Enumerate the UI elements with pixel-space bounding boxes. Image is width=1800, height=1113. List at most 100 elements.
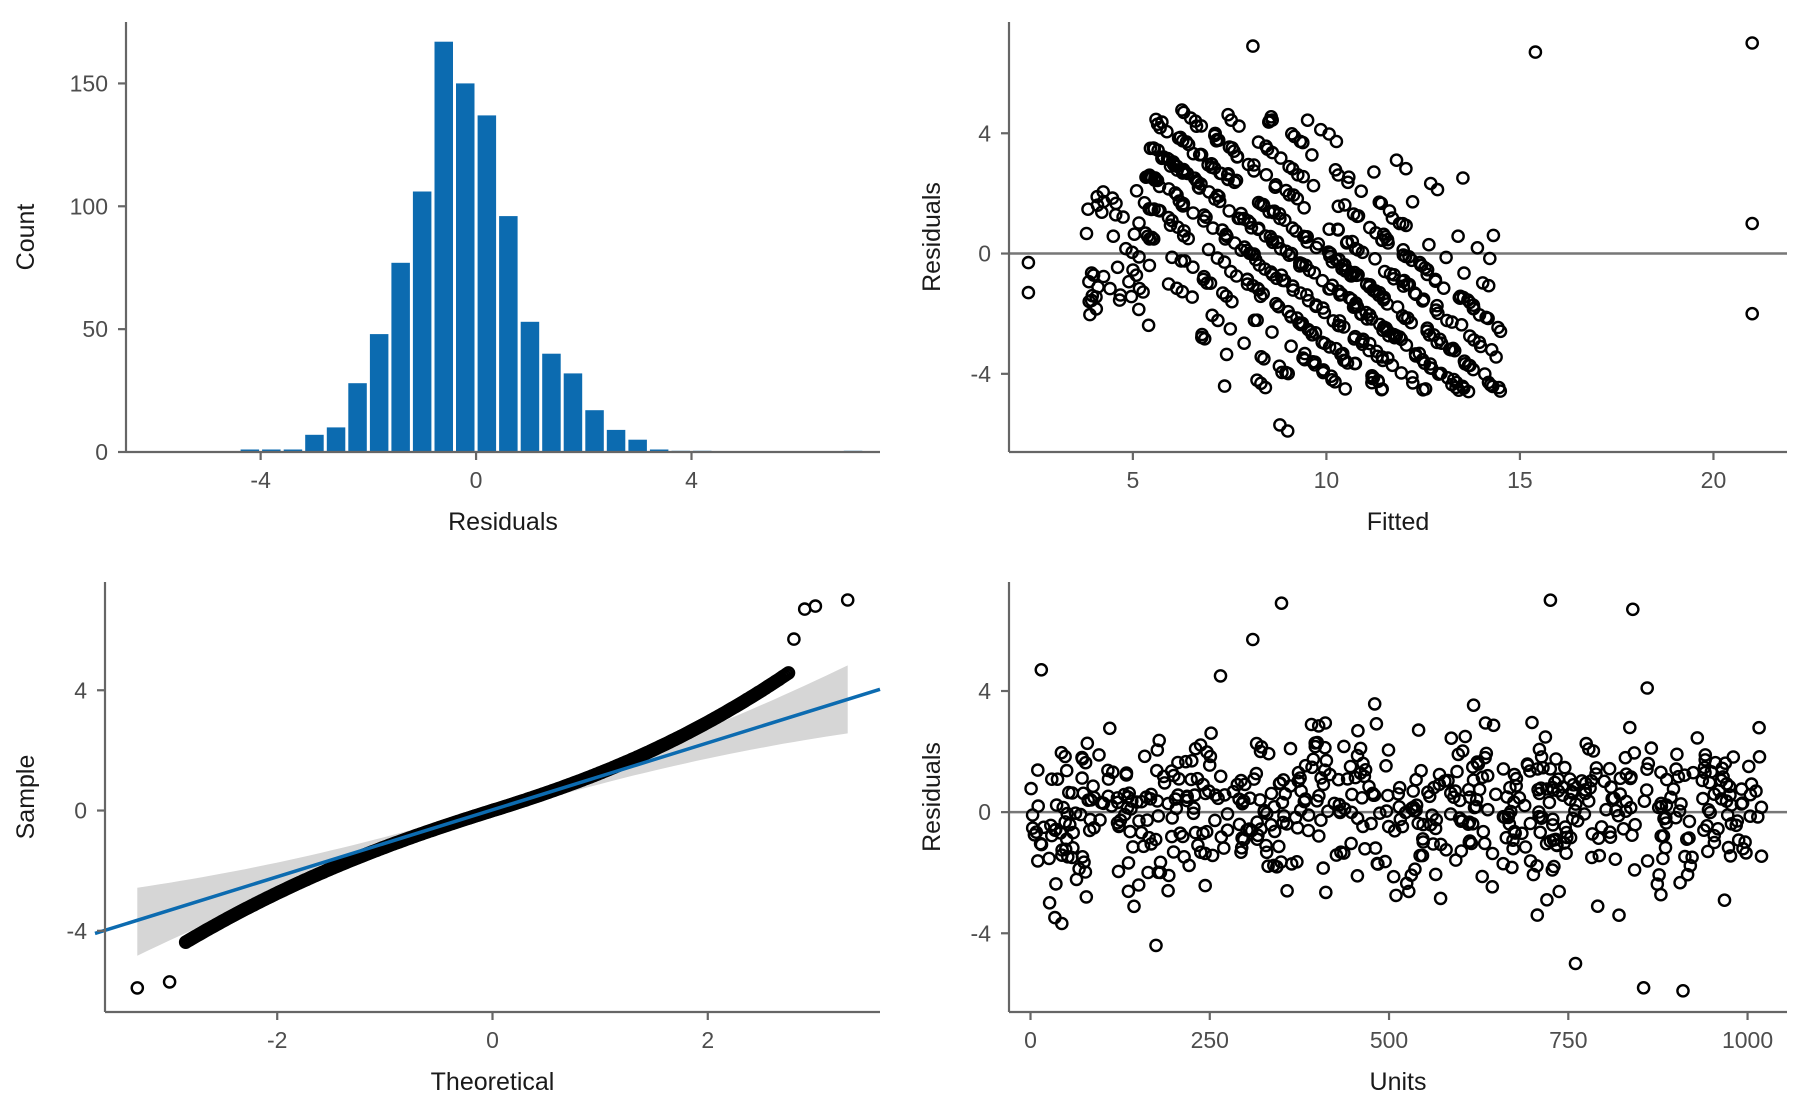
- data-point: [1103, 721, 1117, 736]
- data-point: [1034, 663, 1049, 677]
- data-point: [1367, 165, 1381, 179]
- data-point: [1525, 715, 1539, 730]
- data-point: [1418, 382, 1433, 396]
- data-point: [1673, 875, 1687, 890]
- data-point: [1258, 262, 1272, 276]
- data-point: [1208, 813, 1222, 828]
- data-point: [1274, 596, 1289, 611]
- data-point: [1594, 820, 1609, 834]
- data-point: [1306, 178, 1321, 193]
- data-point: [1528, 45, 1543, 59]
- data-point: [1217, 841, 1231, 855]
- data-point: [1143, 170, 1158, 184]
- data-point: [1175, 198, 1189, 213]
- data-point: [1329, 134, 1344, 149]
- data-point: [1462, 835, 1477, 849]
- data-point: [1259, 838, 1273, 853]
- data-point: [1381, 324, 1395, 338]
- data-point: [1612, 908, 1626, 923]
- data-point: [1049, 798, 1064, 812]
- data-point: [1406, 784, 1420, 798]
- data-point: [1381, 236, 1395, 250]
- histogram-bar: [628, 439, 647, 452]
- data-point: [1470, 240, 1485, 255]
- data-point: [1640, 762, 1654, 777]
- x-tick-label: -2: [267, 1027, 287, 1053]
- data-point: [1597, 774, 1612, 789]
- data-point: [1042, 851, 1056, 866]
- data-point: [1586, 744, 1601, 758]
- data-point: [1358, 842, 1372, 856]
- data-point: [1261, 746, 1276, 761]
- data-point: [162, 975, 177, 989]
- data-point: [1515, 826, 1529, 841]
- data-point: [1585, 827, 1600, 841]
- data-point: [1436, 281, 1451, 296]
- data-point: [1106, 229, 1121, 243]
- data-point: [1466, 760, 1480, 774]
- data-point: [1235, 796, 1250, 810]
- data-point: [1269, 296, 1283, 311]
- data-point: [1300, 288, 1314, 302]
- data-point: [1121, 856, 1136, 870]
- data-point: [1096, 796, 1111, 811]
- data-point: [1379, 804, 1394, 818]
- data-point: [1121, 884, 1136, 899]
- data-point: [1210, 188, 1225, 203]
- data-point: [1284, 339, 1298, 354]
- data-point: [1676, 984, 1690, 998]
- data-point: [1341, 175, 1355, 190]
- data-point: [1652, 868, 1666, 882]
- data-point: [1354, 307, 1368, 322]
- x-axis-title: Residuals: [448, 508, 558, 536]
- data-point: [1111, 864, 1126, 879]
- data-point: [1485, 880, 1500, 894]
- data-point: [1276, 815, 1290, 830]
- data-point: [1481, 375, 1496, 390]
- data-point: [1257, 804, 1271, 819]
- data-point: [1306, 752, 1321, 767]
- data-point: [1119, 768, 1134, 782]
- data-point: [1367, 697, 1382, 711]
- histogram-bar: [585, 410, 604, 452]
- data-point: [1392, 780, 1407, 795]
- x-tick-label: 2: [701, 1027, 714, 1053]
- data-point: [1295, 316, 1310, 331]
- data-point: [1365, 375, 1379, 390]
- histogram-bar: [434, 41, 453, 452]
- histogram-bar: [412, 191, 432, 452]
- data-point: [1369, 717, 1384, 731]
- data-point: [1398, 311, 1412, 326]
- data-point: [1279, 244, 1294, 259]
- data-point: [1108, 207, 1123, 222]
- data-point: [1599, 802, 1613, 817]
- data-point: [1416, 817, 1430, 832]
- data-point: [1405, 370, 1419, 384]
- y-tick-label: 4: [978, 120, 991, 146]
- data-point: [1496, 762, 1511, 776]
- data-point: [1395, 274, 1409, 289]
- data-point: [1337, 739, 1351, 754]
- data-point: [1743, 787, 1758, 802]
- data-point: [1356, 819, 1370, 834]
- data-point: [1370, 856, 1385, 871]
- data-point: [1063, 817, 1077, 832]
- data-point: [1092, 748, 1106, 762]
- data-point: [1116, 210, 1130, 224]
- data-point: [1298, 230, 1313, 245]
- data-point: [1149, 938, 1163, 953]
- data-point: [1342, 170, 1356, 184]
- data-point: [1283, 741, 1298, 756]
- data-point: [1150, 763, 1164, 778]
- data-point: [1654, 887, 1668, 902]
- data-point: [1404, 868, 1419, 883]
- data-point: [1623, 720, 1637, 735]
- data-point: [1742, 759, 1756, 774]
- data-point: [1354, 334, 1369, 349]
- data-point: [1373, 806, 1387, 821]
- data-point: [1315, 273, 1330, 288]
- data-point: [1054, 745, 1069, 760]
- data-point: [1458, 729, 1472, 744]
- data-point: [1445, 315, 1459, 329]
- data-point: [1568, 956, 1583, 971]
